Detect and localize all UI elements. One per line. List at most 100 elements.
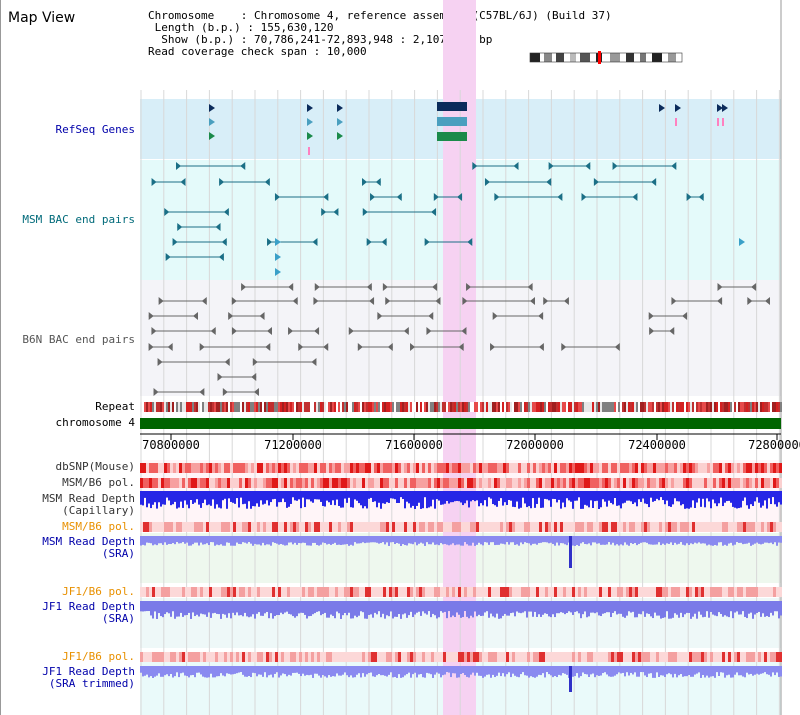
jf1-pol-heat [638, 587, 641, 597]
repeat-segment [426, 402, 428, 412]
repeat-segment [336, 402, 338, 412]
jf1-pol2-heat [605, 652, 608, 662]
jf1-pol-heat [374, 587, 377, 597]
msm-depth-capillary-bar [670, 491, 672, 507]
jf1-pol2-heat [179, 652, 182, 662]
msm-pol-heat [761, 478, 764, 488]
track-label-jf1-pol-2[interactable]: JF1/B6 pol. [62, 650, 135, 663]
track-label-msm-pol-2[interactable]: MSM/B6 pol. [62, 520, 135, 533]
repeat-segment [696, 402, 698, 412]
dbsnp-heat [632, 463, 635, 473]
jf1-depth-trim-bar [518, 666, 520, 678]
track-label-repeat[interactable]: Repeat [95, 400, 135, 413]
jf1-depth-sra-bar [728, 601, 730, 618]
msm-depth-capillary-bar [242, 491, 244, 505]
jf1-depth-trim-bar [582, 666, 584, 673]
jf1-depth-sra-bar [392, 601, 394, 619]
jf1-pol-heat [413, 587, 416, 597]
gene-arrow [337, 118, 343, 126]
msm-pol2-heat [422, 522, 425, 532]
jf1-depth-sra-bar [274, 601, 276, 617]
jf1-depth-sra-bar [780, 601, 782, 616]
jf1-depth-sra-bar [514, 601, 516, 617]
track-label-msm-bac[interactable]: MSM BAC end pairs [22, 213, 135, 226]
jf1-depth-trim-bar [296, 666, 298, 673]
msm-pol-heat [626, 478, 629, 488]
track-label-jf1-depth-sra[interactable]: JF1 Read Depth (SRA) [42, 601, 135, 625]
jf1-depth-trim-bar [636, 666, 638, 677]
jf1-depth-trim-bar [736, 666, 738, 673]
jf1-depth-sra-bar [198, 601, 200, 617]
msm-depth-sra-bar [520, 536, 522, 543]
track-label-msm-depth-capillary[interactable]: MSM Read Depth (Capillary) [42, 493, 135, 517]
repeat-segment [350, 402, 352, 412]
jf1-depth-sra-bar [278, 601, 280, 616]
repeat-segment [468, 402, 470, 412]
repeat-segment [642, 402, 644, 412]
repeat-segment [240, 402, 242, 412]
jf1-depth-trim-bar [408, 666, 410, 673]
msm-pol2-heat [746, 522, 749, 532]
dbsnp-heat [524, 463, 527, 473]
dbsnp-heat [743, 463, 746, 473]
jf1-pol-heat [548, 587, 551, 597]
dbsnp-heat [359, 463, 362, 473]
track-label-chromosome[interactable]: chromosome 4 [55, 416, 135, 429]
msm-depth-sra-bar [202, 536, 204, 545]
msm-bac-pair-end [632, 193, 638, 201]
msm-pol-heat [728, 478, 731, 488]
jf1-pol-heat [458, 587, 461, 597]
gene-arrow [209, 132, 215, 140]
track-label-msm-pol[interactable]: MSM/B6 pol. [62, 476, 135, 489]
jf1-pol2-heat [248, 652, 251, 662]
msm-pol-heat [257, 478, 260, 488]
msm-depth-capillary-bar [168, 491, 170, 501]
repeat-segment [466, 402, 468, 412]
gene-block [437, 102, 467, 111]
msm-pol-heat [734, 478, 737, 488]
track-label-msm-depth-sra[interactable]: MSM Read Depth (SRA) [42, 536, 135, 560]
jf1-depth-trim-bar [562, 666, 564, 674]
jf1-pol-heat [614, 587, 617, 597]
jf1-pol2-heat [530, 652, 533, 662]
msm-depth-sra-bar [488, 536, 490, 545]
track-label-refseq[interactable]: RefSeq Genes [55, 123, 135, 136]
jf1-pol2-heat [578, 652, 581, 662]
jf1-pol-heat [626, 587, 629, 597]
msm-depth-sra-bar [324, 536, 326, 544]
repeat-segment [394, 402, 396, 412]
repeat-segment [632, 402, 634, 412]
msm-depth-capillary-bar [668, 491, 670, 507]
b6n-bac-pair-end [382, 283, 388, 291]
jf1-depth-trim-bar [592, 666, 594, 674]
jf1-depth-trim-bar [524, 666, 526, 676]
msm-pol2-heat [569, 522, 572, 532]
msm-depth-sra-bar [266, 536, 268, 545]
msm-depth-sra-bar [506, 536, 508, 543]
msm-depth-sra-bar [426, 536, 428, 543]
jf1-depth-trim-bar [560, 666, 562, 676]
msm-pol-heat [299, 478, 302, 488]
track-label-dbsnp[interactable]: dbSNP(Mouse) [55, 460, 135, 473]
dbsnp-heat [437, 463, 440, 473]
jf1-pol2-heat [284, 652, 287, 662]
label-line-2: (Capillary) [62, 504, 135, 517]
b6n-bac-pair-end [199, 343, 205, 351]
repeat-segment [164, 402, 166, 412]
jf1-depth-trim-bar [212, 666, 214, 678]
jf1-pol-heat [365, 587, 368, 597]
msm-pol-heat [272, 478, 275, 488]
jf1-pol2-heat [557, 652, 560, 662]
track-label-jf1-depth-trimmed[interactable]: JF1 Read Depth (SRA trimmed) [42, 666, 135, 690]
track-label-b6n-bac[interactable]: B6N BAC end pairs [22, 333, 135, 346]
jf1-depth-trim-bar [668, 666, 670, 674]
msm-depth-capillary-bar [384, 491, 386, 504]
jf1-depth-trim-bar [150, 666, 152, 677]
jf1-pol2-heat [758, 652, 761, 662]
dbsnp-heat [548, 463, 551, 473]
repeat-segment [730, 402, 732, 412]
dbsnp-heat [356, 463, 359, 473]
jf1-pol-heat [581, 587, 584, 597]
track-label-jf1-pol[interactable]: JF1/B6 pol. [62, 585, 135, 598]
